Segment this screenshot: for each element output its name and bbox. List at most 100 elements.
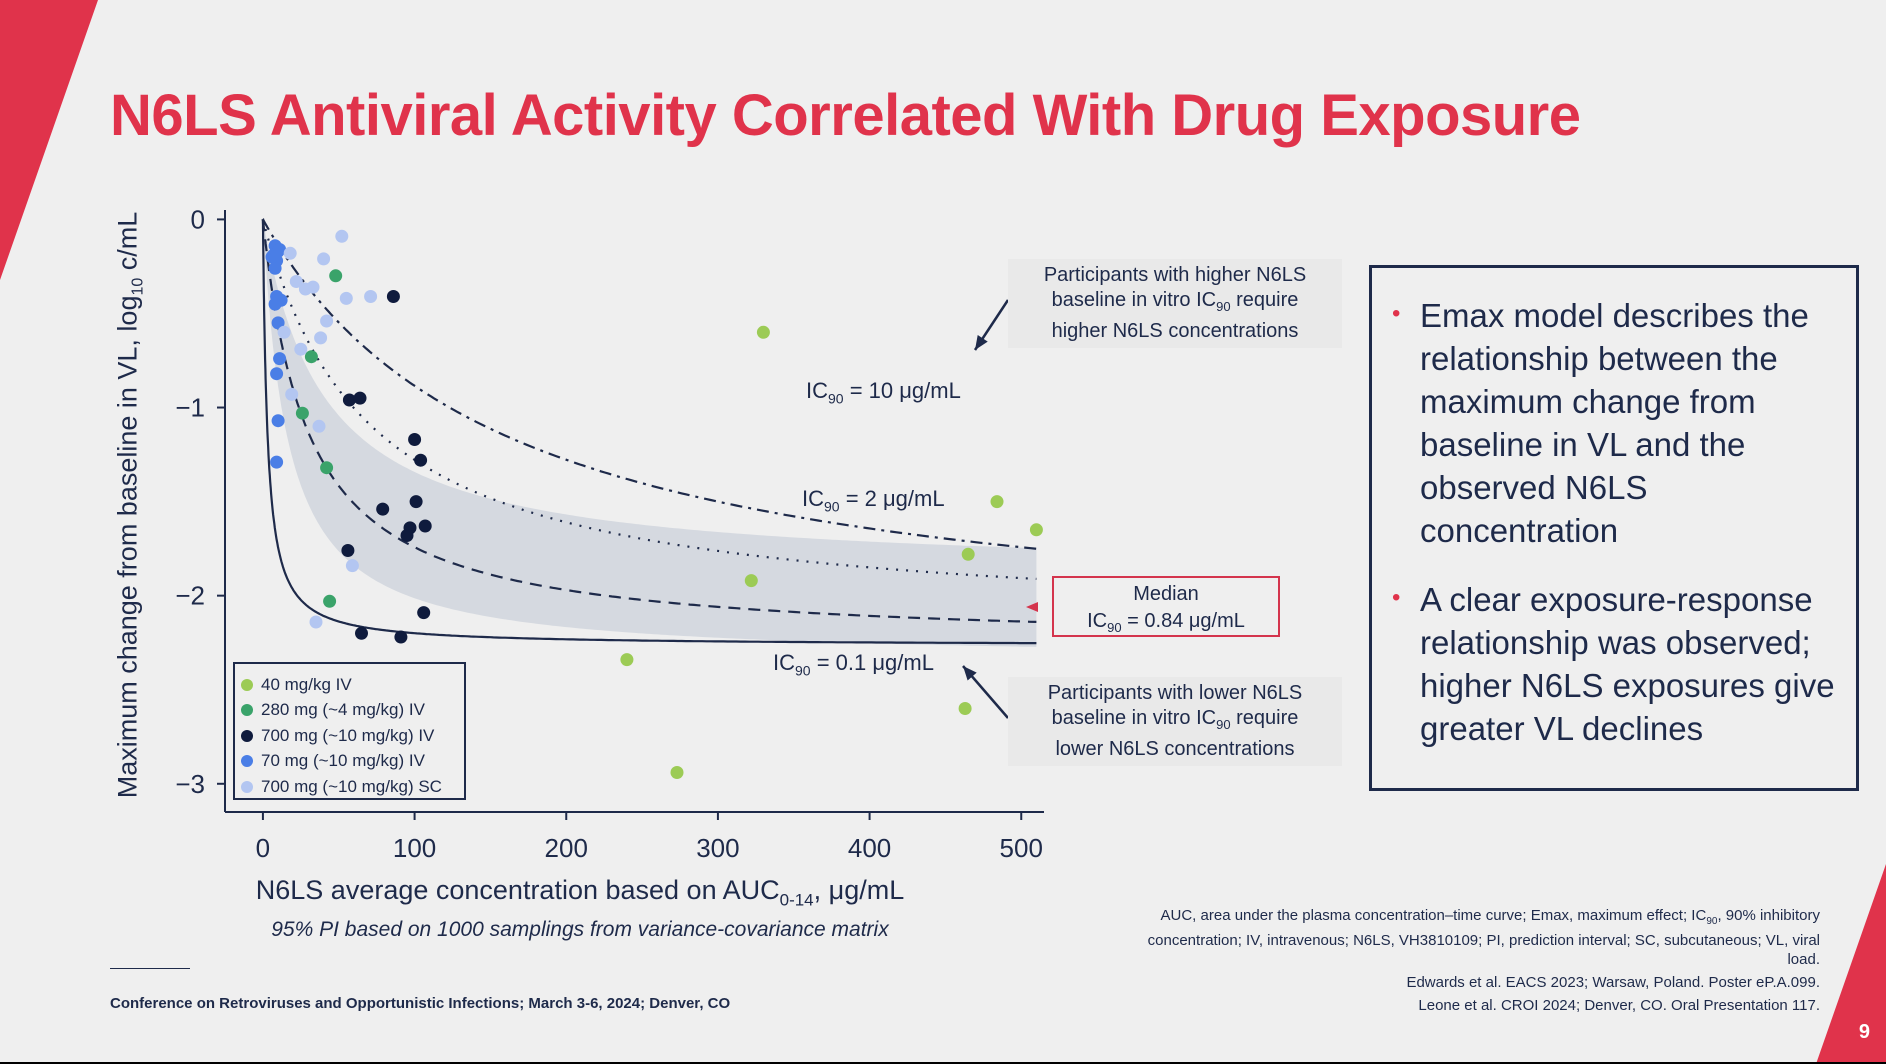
legend-item: 70 mg (~10 mg/kg) IV (241, 749, 458, 775)
footer-divider (110, 968, 190, 969)
reference-1: Edwards et al. EACS 2023; Warsaw, Poland… (1406, 974, 1820, 991)
legend-item: 280 mg (~4 mg/kg) IV (241, 698, 458, 724)
y-tick-label: −3 (175, 769, 205, 799)
data-point (265, 250, 279, 264)
legend-item: 40 mg/kg IV (241, 672, 458, 698)
legend-label: 70 mg (~10 mg/kg) IV (261, 751, 425, 771)
data-point (323, 594, 337, 608)
data-point (341, 544, 355, 557)
data-point (961, 547, 975, 561)
data-point (335, 229, 349, 243)
curve-label-ic90-10: IC90 = 10 μg/mL (806, 378, 961, 407)
data-point (744, 574, 758, 588)
legend-item: 700 mg (~10 mg/kg) IV (241, 723, 458, 749)
data-point (270, 455, 284, 469)
curve-label-ic90-0-1: IC90 = 0.1 μg/mL (773, 650, 934, 679)
legend-marker-icon (241, 755, 253, 768)
page-number: 9 (1858, 1021, 1870, 1043)
legend-label: 40 mg/kg IV (261, 674, 352, 694)
x-tick-label: 200 (545, 833, 588, 863)
curve-solid (261, 219, 1037, 645)
data-point (277, 325, 291, 339)
conference-citation: Conference on Retroviruses and Opportuni… (110, 995, 731, 1012)
x-axis-label: N6LS average concentration based on AUC0… (255, 875, 905, 910)
reference-2: Leone et al. CROI 2024; Denver, CO. Oral… (1418, 997, 1820, 1014)
data-point (355, 626, 368, 640)
median-ic90-callout: Median IC90 = 0.84 μg/mL (1052, 576, 1280, 637)
chart-legend: 40 mg/kg IV 280 mg (~4 mg/kg) IV 700 mg (~… (233, 662, 466, 800)
x-tick-label: 400 (848, 833, 891, 863)
data-point (364, 290, 378, 303)
curve-label-ic90-2: IC90 = 2 μg/mL (802, 486, 945, 515)
data-point (320, 314, 334, 328)
legend-marker-icon (241, 780, 253, 793)
data-point (958, 702, 972, 715)
data-point (400, 529, 414, 542)
data-point (317, 252, 331, 266)
median-pointer-icon (1026, 602, 1038, 612)
data-point (353, 391, 367, 405)
data-point (329, 269, 343, 283)
x-tick-label: 300 (696, 833, 739, 863)
data-point (283, 246, 297, 260)
data-point (620, 653, 634, 667)
data-point (417, 606, 431, 620)
data-point (756, 325, 770, 339)
data-point (670, 766, 684, 779)
prediction-interval-band (262, 219, 1037, 647)
legend-marker-icon (241, 678, 253, 691)
annotation-lower-ic90: Participants with lower N6LS baseline in… (1008, 677, 1342, 766)
data-point (312, 419, 326, 433)
data-point (270, 367, 284, 381)
data-point (295, 406, 309, 420)
corner-accent-bottom-right (1816, 864, 1886, 1064)
data-point (271, 414, 285, 428)
corner-accent-top-left (0, 0, 98, 280)
data-point (294, 342, 308, 356)
arrow-lower-ic90-head (963, 666, 977, 681)
x-tick-label: 0 (256, 833, 270, 863)
data-point (314, 331, 328, 345)
legend-marker-icon (241, 729, 253, 742)
y-axis-label: Maximum change from baseline in VL, log1… (112, 211, 147, 799)
bullet-item: • Emax model describes the relationship b… (1392, 294, 1836, 552)
data-point (339, 291, 353, 305)
slide-title: N6LS Antiviral Activity Correlated With … (110, 83, 1581, 148)
median-value: IC90 = 0.84 μg/mL (1087, 610, 1245, 635)
data-point (309, 615, 323, 629)
bullet-dot-icon: • (1392, 300, 1401, 327)
key-findings-box: • Emax model describes the relationship b… (1369, 265, 1859, 791)
data-point (1029, 523, 1043, 537)
x-tick-label: 100 (393, 833, 436, 863)
data-point (414, 453, 428, 467)
data-point (289, 275, 303, 288)
data-point (271, 316, 285, 330)
arrow-higher-ic90-head (975, 335, 988, 350)
abbreviations-footnote: AUC, area under the plasma concentration… (1147, 907, 1820, 968)
data-point (394, 630, 408, 644)
prediction-interval-note: 95% PI based on 1000 samplings from vari… (271, 918, 889, 941)
data-point (409, 495, 423, 509)
bullet-item: • A clear exposure-response relationship … (1392, 578, 1836, 750)
data-point (990, 495, 1004, 509)
x-tick-label: 500 (1000, 833, 1043, 863)
y-tick-label: −2 (175, 581, 205, 611)
annotation-higher-ic90: Participants with higher N6LS baseline i… (1008, 259, 1342, 348)
data-point (418, 519, 432, 533)
legend-label: 700 mg (~10 mg/kg) SC (261, 776, 442, 796)
data-point (386, 290, 400, 303)
bullet-text: Emax model describes the relationship be… (1420, 297, 1809, 549)
y-tick-label: 0 (191, 204, 205, 234)
y-tick-label: −1 (175, 393, 205, 423)
bullet-text: A clear exposure-response relationship w… (1420, 581, 1835, 747)
data-point (320, 461, 334, 475)
bottom-bar (0, 1062, 1886, 1064)
legend-label: 280 mg (~4 mg/kg) IV (261, 700, 425, 720)
data-point (273, 352, 287, 366)
data-point (304, 350, 318, 364)
data-point (345, 559, 359, 573)
data-point (408, 433, 422, 446)
data-point (268, 261, 282, 275)
